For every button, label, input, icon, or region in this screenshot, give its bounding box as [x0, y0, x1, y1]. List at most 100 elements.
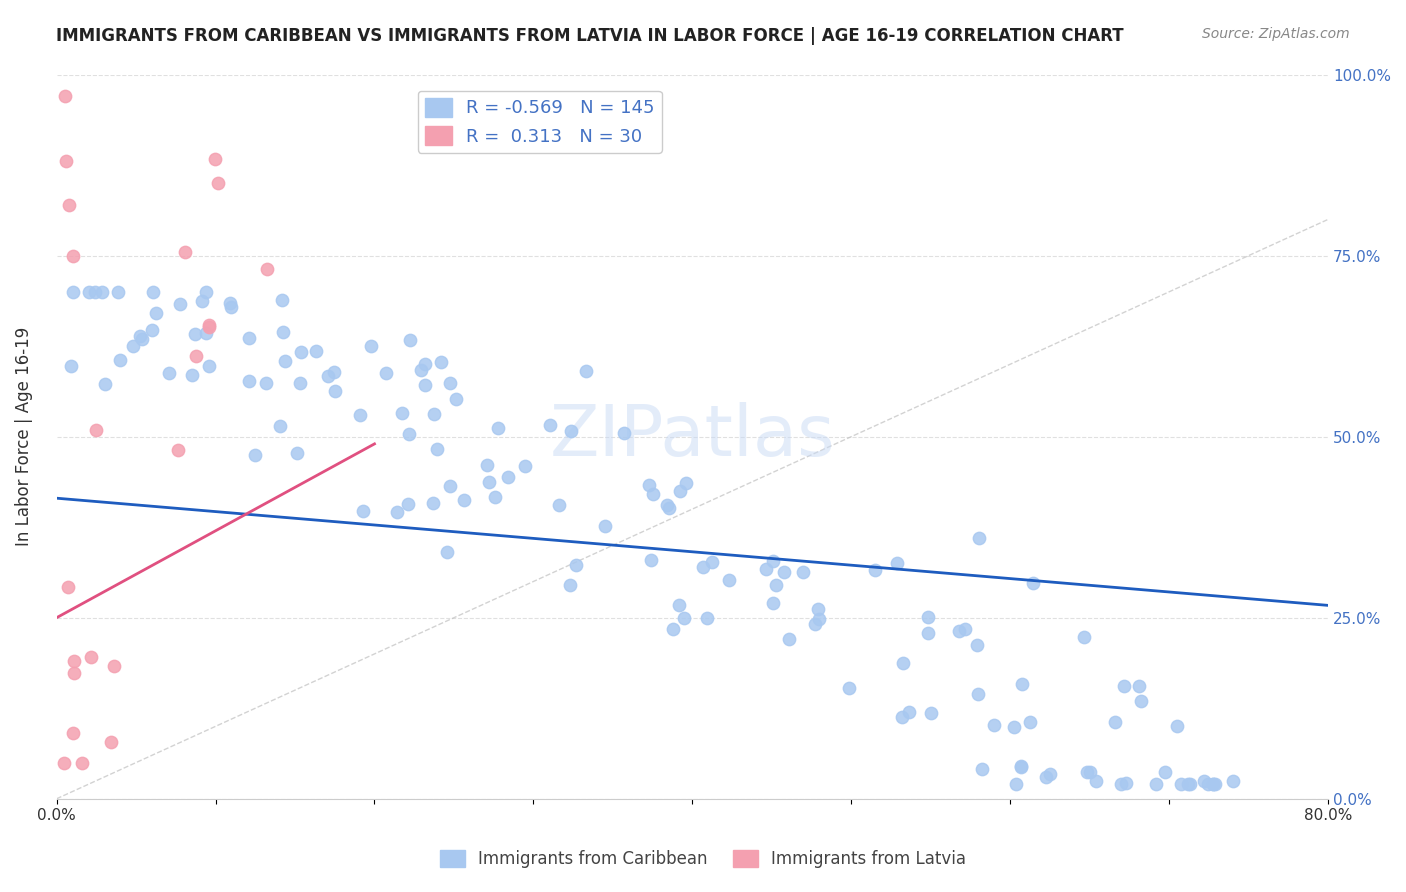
Point — [288, 376, 311, 391]
Point — [613, 426, 636, 441]
Point — [128, 328, 150, 343]
Point — [273, 325, 295, 339]
Point — [1011, 677, 1033, 691]
Point — [565, 558, 588, 572]
Point — [1114, 679, 1136, 693]
Point — [762, 596, 785, 610]
Point — [323, 366, 346, 380]
Text: ZIPatlas: ZIPatlas — [550, 402, 835, 471]
Point — [86, 423, 108, 437]
Point — [318, 53, 340, 67]
Point — [1192, 773, 1215, 788]
Point — [55, 154, 77, 169]
Point — [484, 490, 506, 504]
Point — [955, 623, 977, 637]
Point — [249, 54, 271, 69]
Point — [360, 338, 382, 352]
Point — [898, 705, 921, 719]
Point — [1222, 773, 1244, 788]
Point — [672, 611, 695, 625]
Point — [374, 366, 396, 380]
Point — [700, 556, 723, 570]
Point — [141, 322, 163, 336]
Point — [575, 364, 598, 378]
Point — [1144, 777, 1167, 791]
Point — [83, 285, 105, 299]
Text: Source: ZipAtlas.com: Source: ZipAtlas.com — [1202, 27, 1350, 41]
Point — [56, 581, 79, 595]
Point — [413, 378, 436, 392]
Point — [349, 409, 371, 423]
Point — [157, 366, 180, 380]
Point — [439, 376, 461, 391]
Point — [668, 599, 690, 613]
Point — [675, 476, 697, 491]
Point — [422, 495, 444, 509]
Point — [966, 687, 988, 701]
Point — [638, 478, 661, 492]
Point — [122, 339, 145, 353]
Point — [662, 622, 685, 636]
Point — [62, 285, 84, 299]
Point — [94, 376, 117, 391]
Point — [1115, 775, 1137, 789]
Point — [446, 392, 468, 406]
Point — [655, 498, 678, 512]
Point — [398, 426, 420, 441]
Point — [430, 355, 453, 369]
Point — [983, 718, 1005, 732]
Point — [540, 418, 562, 433]
Point — [792, 565, 814, 579]
Point — [1085, 774, 1108, 789]
Point — [1180, 777, 1202, 791]
Point — [218, 296, 240, 310]
Point — [413, 357, 436, 371]
Point — [63, 665, 86, 680]
Point — [58, 198, 80, 212]
Point — [593, 519, 616, 533]
Point — [287, 53, 309, 67]
Point — [640, 553, 662, 567]
Point — [1078, 764, 1101, 779]
Point — [290, 344, 312, 359]
Point — [1076, 764, 1098, 779]
Point — [169, 297, 191, 311]
Point — [1130, 694, 1153, 708]
Point — [643, 487, 665, 501]
Point — [453, 492, 475, 507]
Point — [486, 421, 509, 435]
Point — [917, 610, 939, 624]
Point — [658, 501, 681, 516]
Point — [270, 293, 292, 308]
Point — [439, 479, 461, 493]
Point — [808, 612, 831, 626]
Point — [396, 497, 419, 511]
Point — [807, 602, 830, 616]
Point — [325, 384, 347, 399]
Point — [166, 442, 188, 457]
Point — [256, 376, 278, 390]
Point — [1019, 714, 1042, 729]
Point — [198, 359, 221, 374]
Point — [142, 285, 165, 299]
Point — [70, 756, 93, 770]
Point — [1204, 777, 1226, 791]
Point — [1039, 767, 1062, 781]
Point — [1010, 760, 1032, 774]
Point — [190, 294, 212, 309]
Point — [436, 545, 458, 559]
Point — [496, 470, 519, 484]
Point — [238, 374, 260, 388]
Point — [184, 326, 207, 341]
Point — [1177, 777, 1199, 791]
Point — [238, 331, 260, 345]
Point — [917, 625, 939, 640]
Point — [890, 710, 912, 724]
Point — [256, 262, 278, 277]
Point — [1073, 631, 1095, 645]
Point — [1011, 758, 1033, 772]
Point — [391, 406, 413, 420]
Point — [270, 53, 292, 67]
Point — [718, 574, 741, 588]
Point — [77, 285, 100, 299]
